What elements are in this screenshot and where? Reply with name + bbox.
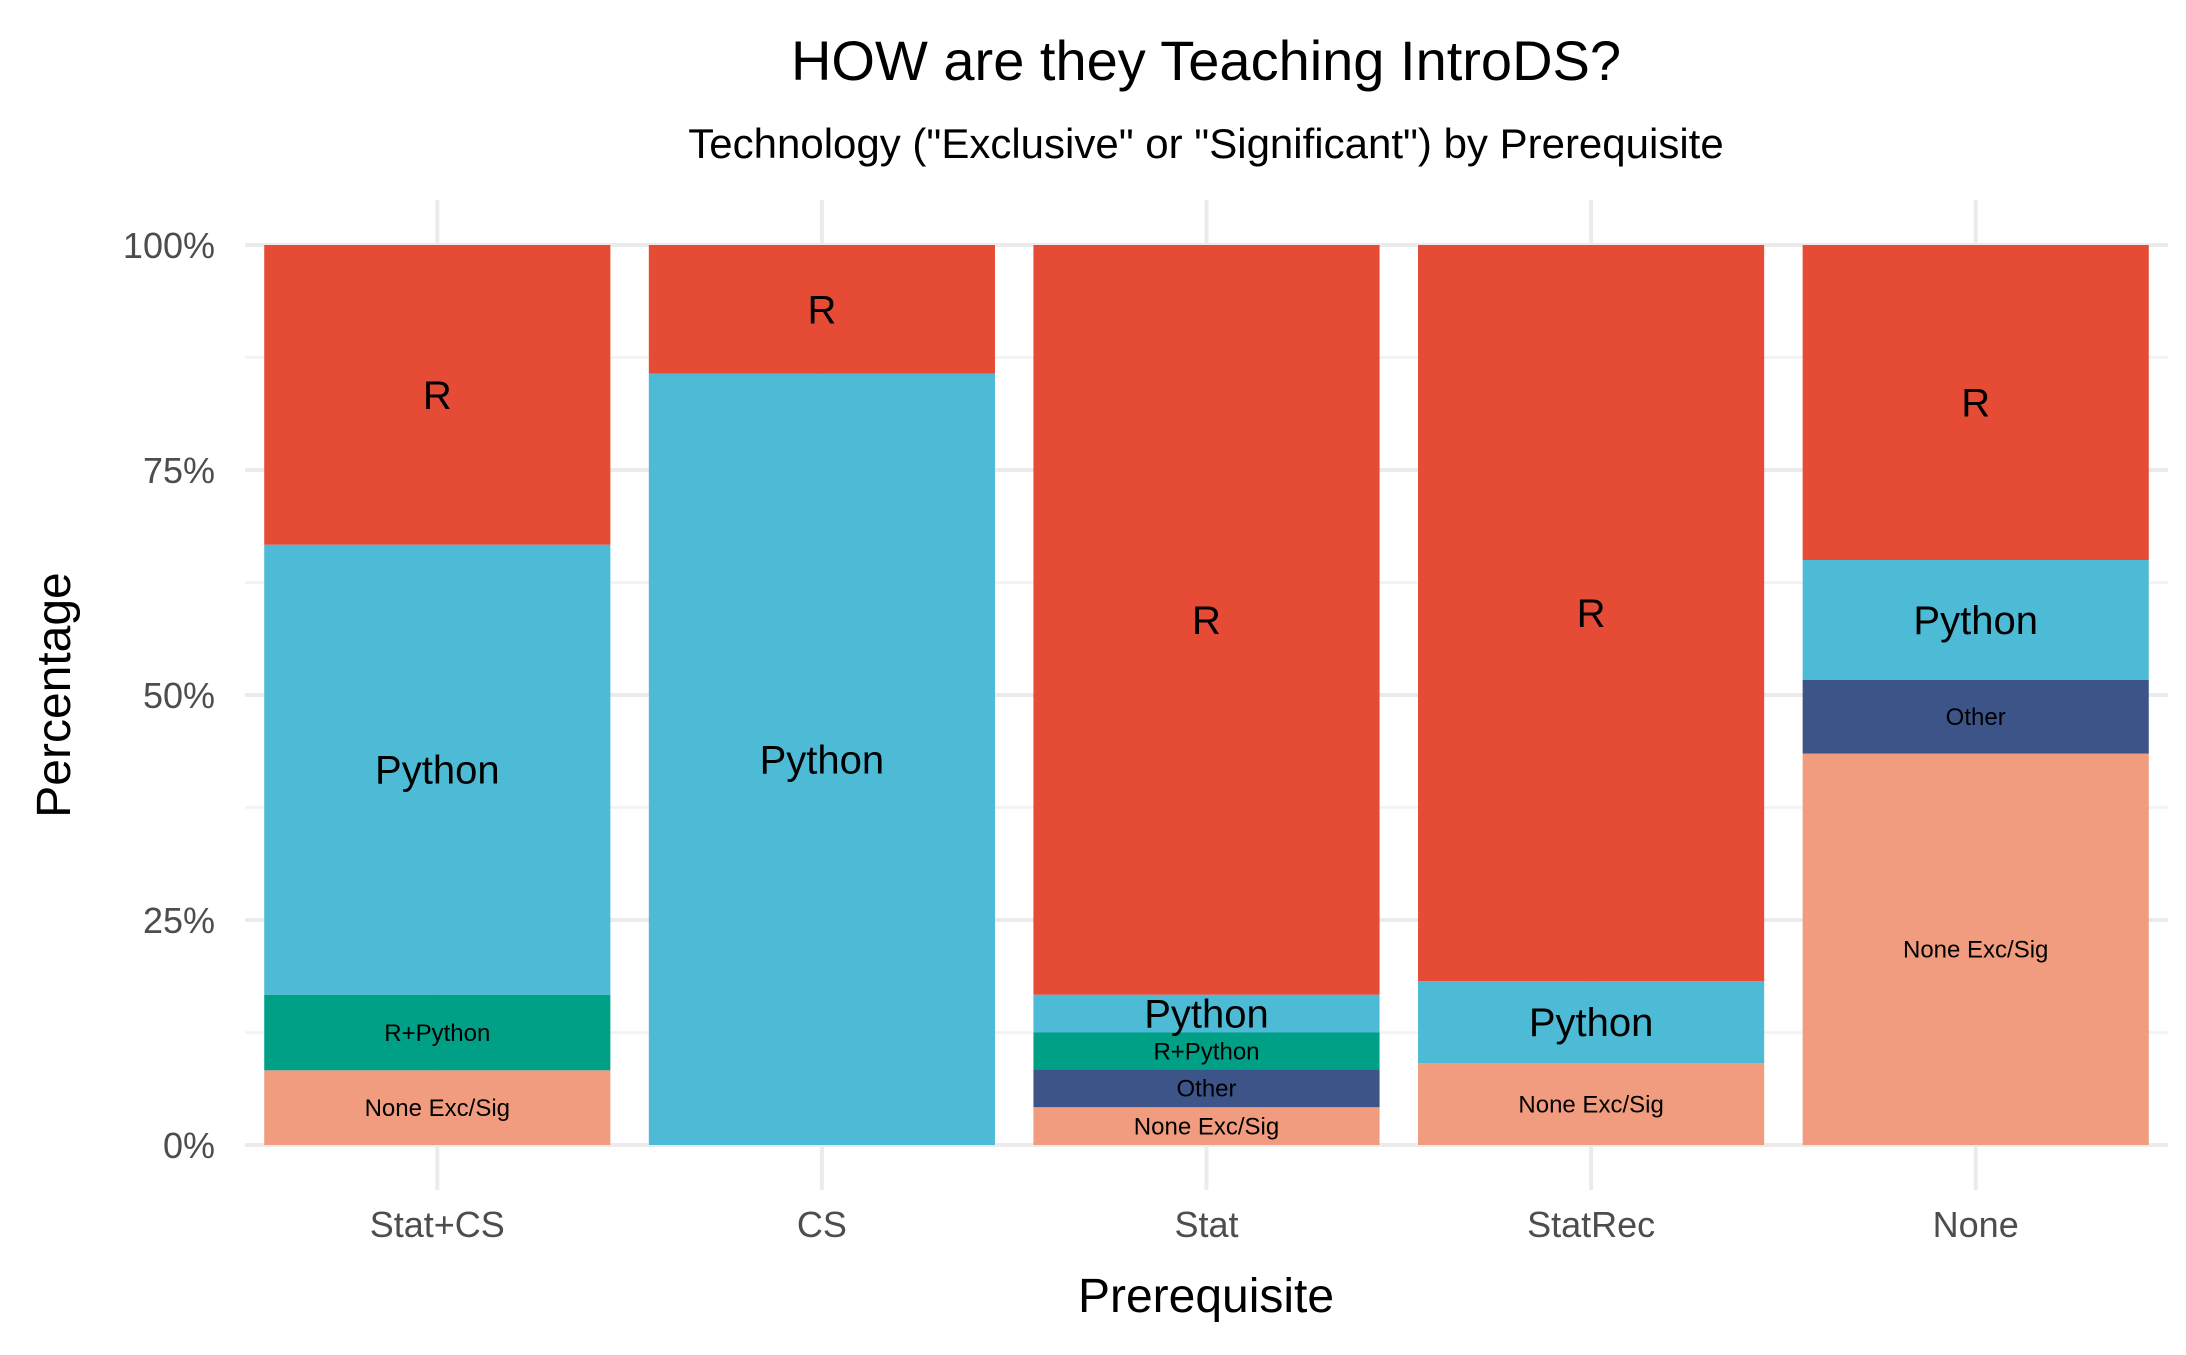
y-tick-label: 0% — [163, 1125, 215, 1166]
bar-label-none-r: R — [1961, 382, 1990, 426]
y-axis-title: Percentage — [28, 572, 81, 818]
bar-label-none-python: Python — [1913, 599, 2038, 643]
bar-stat-cs-r-python — [264, 994, 611, 1071]
bar-label-stat-none-exc-sig: None Exc/Sig — [1134, 1114, 1279, 1141]
bar-label-stat-other: Other — [1176, 1076, 1236, 1103]
bar-label-none-none-exc-sig: None Exc/Sig — [1903, 937, 2048, 964]
bar-none-other — [1802, 679, 2149, 754]
bar-label-none-other: Other — [1946, 704, 2006, 731]
bar-statrec-r — [1418, 245, 1765, 982]
chart-subtitle: Technology ("Exclusive" or "Significant"… — [688, 120, 1723, 167]
y-tick-label: 50% — [143, 675, 215, 716]
bar-none-none-exc-sig — [1802, 753, 2149, 1145]
bar-stat-cs-r — [264, 245, 611, 545]
bar-label-stat-cs-python: Python — [375, 749, 500, 793]
bar-label-stat-cs-r-python: R+Python — [384, 1020, 490, 1047]
bar-label-statrec-python: Python — [1529, 1001, 1654, 1045]
bar-stat-python — [1033, 994, 1380, 1033]
bar-none-r — [1802, 245, 2149, 560]
x-tick-label-stat: Stat — [1174, 1204, 1238, 1245]
bar-stat-r — [1033, 245, 1380, 995]
bar-statrec-none-exc-sig — [1418, 1063, 1765, 1145]
bars — [264, 245, 2149, 1145]
bar-statrec-python — [1418, 981, 1765, 1064]
bar-stat-none-exc-sig — [1033, 1107, 1380, 1145]
bar-label-statrec-r: R — [1577, 592, 1606, 636]
y-tick-label: 100% — [123, 225, 215, 266]
bar-stat-other — [1033, 1069, 1380, 1108]
y-tick-label: 25% — [143, 900, 215, 941]
bar-label-stat-r-python: R+Python — [1153, 1038, 1259, 1065]
bar-stat-cs-none-exc-sig — [264, 1070, 611, 1145]
axes: 0% 25% 50% 75% 100% Stat+CS CS Stat StatRec None — [123, 225, 2019, 1245]
x-tick-label-none: None — [1933, 1204, 2019, 1245]
bar-label-stat-cs-r: R — [423, 374, 452, 418]
x-tick-label-statrec: StatRec — [1527, 1204, 1655, 1245]
bar-cs-python — [648, 373, 995, 1145]
bar-cs-r — [648, 245, 995, 374]
bar-label-stat-r: R — [1192, 599, 1221, 643]
x-axis-title: Prerequisite — [1078, 1270, 1334, 1323]
bar-none-python — [1802, 560, 2149, 680]
y-tick-label: 75% — [143, 450, 215, 491]
bar-label-stat-python: Python — [1144, 993, 1269, 1037]
x-tick-label-stat-cs: Stat+CS — [370, 1204, 505, 1245]
bar-label-cs-r: R — [807, 288, 836, 332]
bar-stat-cs-python — [264, 544, 611, 995]
bar-label-stat-cs-none-exc-sig: None Exc/Sig — [365, 1095, 510, 1122]
bar-label-cs-python: Python — [760, 738, 885, 782]
chart-title: HOW are they Teaching IntroDS? — [791, 29, 1621, 92]
bar-label-statrec-none-exc-sig: None Exc/Sig — [1518, 1091, 1663, 1118]
x-tick-label-cs: CS — [797, 1204, 847, 1245]
bar-stat-r-python — [1033, 1032, 1380, 1070]
